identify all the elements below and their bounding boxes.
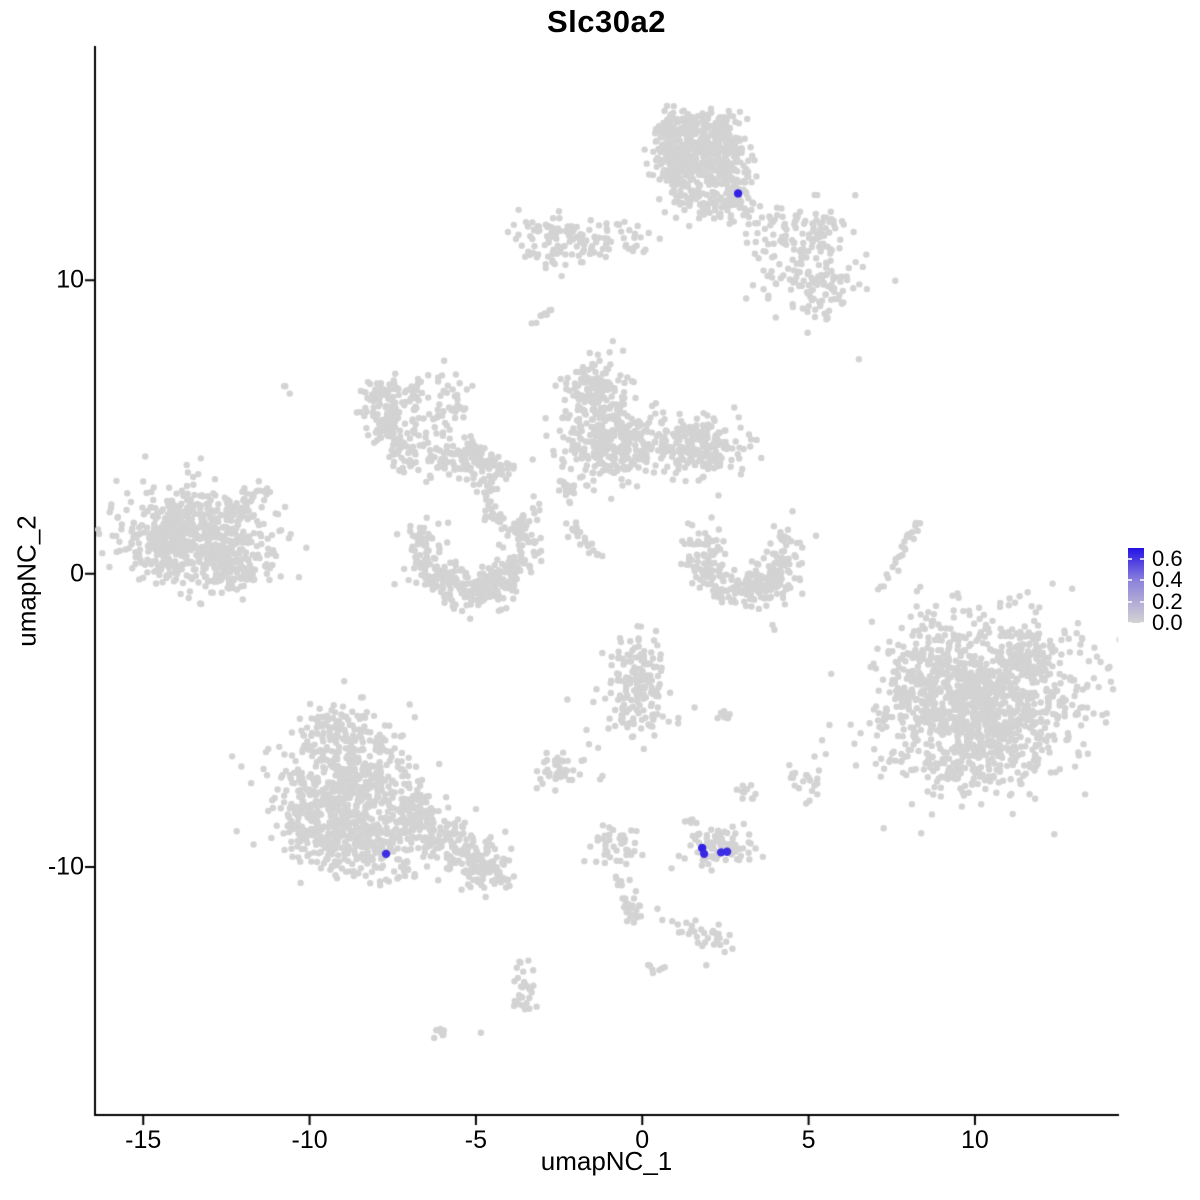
legend-tick-notch — [1140, 600, 1144, 603]
y-tick-label: 0 — [70, 559, 84, 588]
legend-value-label: 0.4 — [1152, 567, 1183, 593]
legend-tick-notch — [1140, 579, 1144, 582]
legend-value-label: 0.0 — [1152, 610, 1183, 635]
x-tick-label: -5 — [464, 1126, 488, 1154]
legend-value-label: 0.6 — [1152, 545, 1183, 571]
x-tick-label: -15 — [125, 1126, 162, 1154]
x-tick-label: 5 — [801, 1126, 816, 1154]
plot-title: Slc30a2 — [547, 4, 666, 39]
legend-colorbar — [1128, 548, 1144, 624]
x-axis-title: umapNC_1 — [540, 1146, 673, 1176]
legend-tick-notch — [1140, 622, 1144, 624]
legend-tick-notch — [1128, 600, 1132, 603]
legend-tick-notch — [1140, 557, 1144, 560]
x-tick-label: 10 — [961, 1126, 989, 1154]
legend-tick-notch — [1128, 579, 1132, 582]
expression-legend: 0.6 0.4 0.2 0.0 — [1128, 545, 1200, 638]
x-tick-label: -10 — [291, 1126, 328, 1154]
y-tick-label: -10 — [47, 852, 84, 881]
legend-tick-notch — [1128, 622, 1132, 624]
y-tick-label: 10 — [56, 265, 84, 294]
x-tick-label: 0 — [635, 1126, 650, 1154]
legend-value-label: 0.2 — [1152, 588, 1183, 614]
legend-tick-notch — [1128, 557, 1132, 560]
